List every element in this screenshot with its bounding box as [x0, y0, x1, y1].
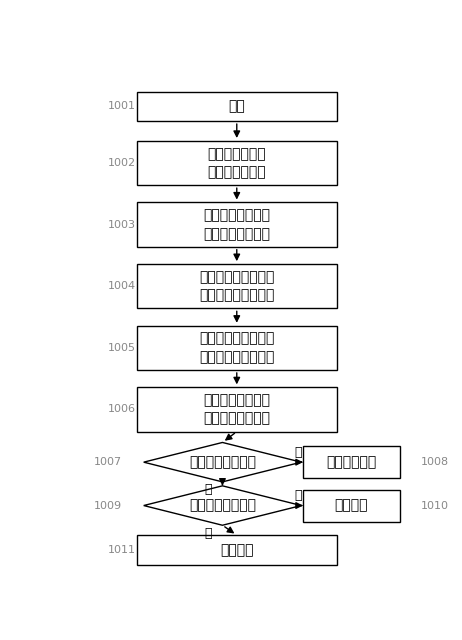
Text: 得到高压并联电容器
成套装置的电流信号: 得到高压并联电容器 成套装置的电流信号: [199, 270, 274, 303]
Text: 1010: 1010: [421, 500, 449, 511]
Bar: [137, 264, 337, 308]
Text: 1009: 1009: [93, 500, 122, 511]
Polygon shape: [144, 486, 301, 525]
Bar: [137, 92, 337, 121]
Text: 继续运行: 继续运行: [220, 543, 254, 557]
Text: 1008: 1008: [421, 457, 450, 467]
Text: 测量得到变电站
母线的电压信号: 测量得到变电站 母线的电压信号: [207, 147, 266, 179]
Text: 开始: 开始: [228, 99, 245, 113]
Bar: [303, 446, 400, 478]
Text: 是否处于异常状态: 是否处于异常状态: [189, 499, 256, 513]
Bar: [137, 141, 337, 185]
Text: 1001: 1001: [108, 101, 136, 111]
Text: 是: 是: [295, 489, 302, 502]
Bar: [303, 490, 400, 522]
Text: 1011: 1011: [108, 545, 136, 555]
Bar: [137, 535, 337, 564]
Text: 1004: 1004: [108, 281, 136, 291]
Text: 否: 否: [204, 527, 212, 540]
Text: 1006: 1006: [108, 404, 136, 415]
Polygon shape: [144, 442, 301, 482]
Bar: [137, 387, 337, 431]
Text: 1003: 1003: [108, 220, 136, 230]
Text: 1007: 1007: [93, 457, 122, 467]
Text: 1005: 1005: [108, 343, 136, 353]
Bar: [137, 202, 337, 247]
Bar: [137, 326, 337, 370]
Text: 是否处于严重状态: 是否处于严重状态: [189, 455, 256, 469]
Text: 1002: 1002: [108, 158, 136, 168]
Text: 声光报警: 声光报警: [334, 499, 368, 513]
Text: 否: 否: [204, 483, 212, 497]
Text: 计算得到电力电容
器的运行电压信号: 计算得到电力电容 器的运行电压信号: [203, 209, 270, 241]
Text: 分解高压并联电容器
成套装置的电流信号: 分解高压并联电容器 成套装置的电流信号: [199, 332, 274, 364]
Text: 发出跳闸指令: 发出跳闸指令: [326, 455, 377, 469]
Text: 是: 是: [295, 445, 302, 459]
Text: 计算得到电力电容
器的介质损耗因数: 计算得到电力电容 器的介质损耗因数: [203, 393, 270, 426]
